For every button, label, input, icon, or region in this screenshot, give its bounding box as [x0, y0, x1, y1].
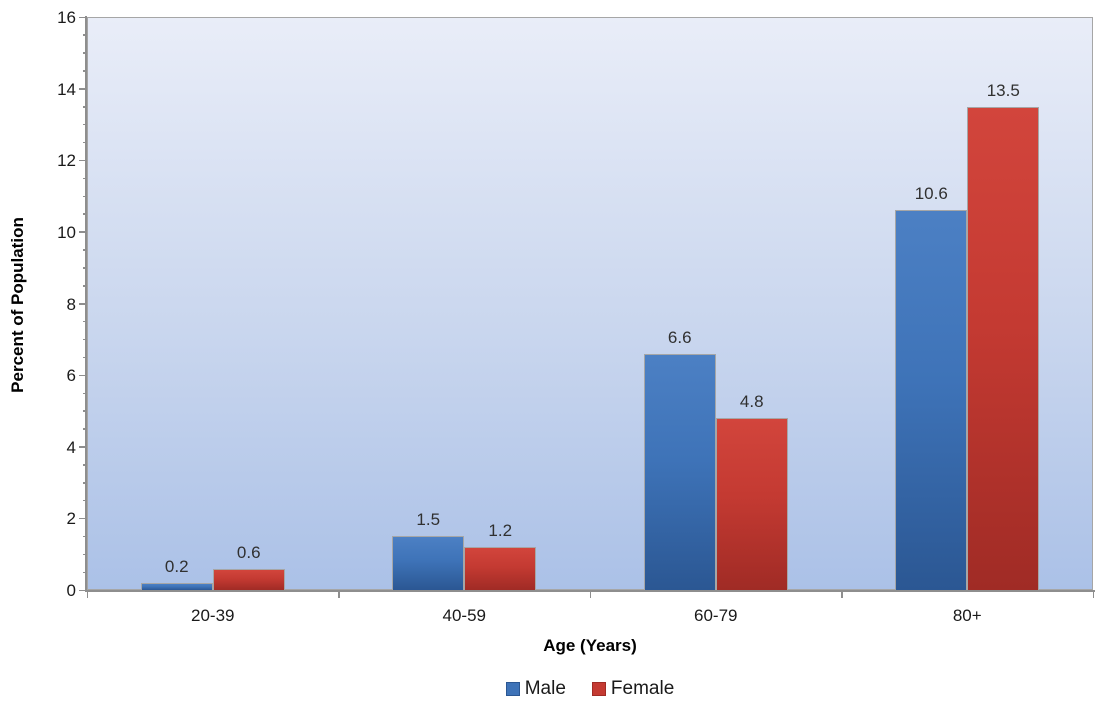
x-category-label: 60-79 — [694, 606, 738, 625]
x-category-label: 40-59 — [442, 606, 486, 625]
y-minor-tick — [83, 70, 87, 72]
bar-value-label: 0.6 — [236, 542, 261, 562]
y-minor-tick — [83, 356, 87, 359]
x-boundary-tick — [86, 592, 88, 598]
y-tick-label: 8 — [66, 294, 76, 314]
y-minor-tick — [83, 499, 87, 502]
y-minor-tick — [83, 535, 87, 538]
y-minor-tick — [83, 285, 87, 287]
y-major-tick — [79, 517, 87, 520]
legend-swatch-female — [591, 682, 606, 696]
legend-item-male: Male — [505, 678, 566, 700]
y-minor-tick — [83, 320, 87, 323]
x-boundary-tick — [338, 592, 340, 598]
y-tick-label: 16 — [57, 8, 76, 27]
bar-female-40-59 — [464, 547, 537, 590]
y-minor-tick — [83, 123, 87, 126]
y-minor-tick — [83, 213, 87, 215]
bar-value-label: 13.5 — [986, 80, 1020, 100]
bar-female-20-39 — [212, 568, 285, 590]
y-tick-label: 0 — [66, 581, 76, 600]
bar-female-80plus — [967, 106, 1040, 590]
bar-female-60-79 — [715, 418, 788, 590]
bar-value-label: 1.2 — [488, 521, 513, 541]
legend-label-female: Female — [610, 678, 675, 699]
x-category-label: 80+ — [952, 606, 982, 625]
y-minor-tick — [83, 141, 87, 144]
y-tick-label: 2 — [66, 509, 76, 529]
bar-male-60-79 — [643, 353, 716, 590]
y-major-tick — [79, 88, 87, 90]
y-minor-tick — [83, 428, 87, 430]
bar-male-40-59 — [392, 536, 465, 590]
x-axis-title: Age (Years) — [543, 636, 637, 655]
y-major-tick — [79, 159, 87, 162]
y-tick-label: 6 — [66, 366, 76, 386]
legend-item-female: Female — [591, 678, 675, 700]
y-minor-tick — [83, 464, 87, 466]
bar-male-80plus — [895, 210, 968, 590]
y-major-tick — [79, 303, 87, 305]
y-tick-label: 12 — [57, 151, 76, 171]
y-minor-tick — [83, 34, 87, 36]
y-major-tick — [79, 16, 87, 18]
y-minor-tick — [83, 571, 87, 574]
y-major-tick — [79, 374, 87, 377]
bar-value-label: 10.6 — [914, 184, 948, 204]
bar-value-label: 1.5 — [416, 510, 441, 530]
bar-value-label: 4.8 — [739, 392, 764, 412]
y-tick-label: 4 — [66, 437, 76, 457]
x-axis-line — [85, 590, 1095, 592]
y-minor-tick — [83, 410, 87, 412]
x-boundary-tick — [841, 592, 843, 598]
y-tick-label: 14 — [57, 79, 76, 99]
y-major-tick — [79, 589, 87, 591]
y-minor-tick — [83, 106, 87, 108]
x-category-label: 20-39 — [191, 606, 235, 625]
y-axis-title: Percent of Population — [8, 217, 27, 393]
legend-swatch-male — [505, 682, 520, 696]
y-minor-tick — [83, 195, 87, 198]
y-minor-tick — [83, 482, 87, 484]
bar-value-label: 6.6 — [667, 327, 692, 347]
bar-value-label: 0.2 — [164, 556, 189, 576]
legend: Male Female — [87, 678, 1093, 700]
y-minor-tick — [83, 338, 87, 341]
legend-label-male: Male — [524, 678, 566, 699]
x-boundary-tick — [1092, 592, 1094, 598]
y-minor-tick — [83, 52, 87, 54]
y-tick-label: 10 — [57, 222, 76, 242]
y-minor-tick — [83, 392, 87, 395]
y-minor-tick — [83, 267, 87, 269]
y-minor-tick — [83, 249, 87, 251]
y-major-tick — [79, 231, 87, 233]
y-major-tick — [79, 446, 87, 448]
y-minor-tick — [83, 177, 87, 180]
y-minor-tick — [83, 553, 87, 556]
x-boundary-tick — [589, 592, 591, 598]
bar-male-20-39 — [140, 582, 213, 590]
